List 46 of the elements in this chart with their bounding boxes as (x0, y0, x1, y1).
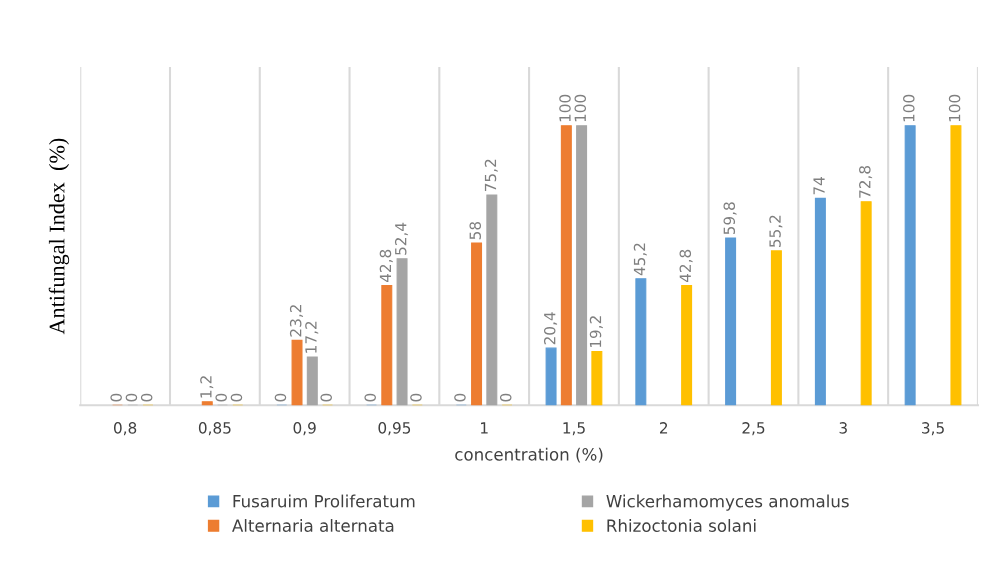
x-tick-label: 0,85 (198, 422, 231, 436)
data-label: 55,2 (769, 215, 783, 247)
data-label: 0 (364, 393, 376, 402)
y-axis-title: Antifungal Index (%) (48, 138, 70, 335)
data-label: 100 (559, 94, 571, 122)
data-label: 74 (813, 177, 825, 195)
data-label: 52,4 (394, 222, 409, 255)
data-label: 20,4 (543, 312, 558, 345)
data-label: 100 (903, 94, 915, 122)
data-label: 72,8 (859, 165, 873, 198)
data-label: 0 (125, 393, 138, 402)
data-label: 0 (320, 393, 332, 402)
data-label: 1,2 (200, 376, 214, 398)
x-tick-label: 3 (839, 422, 847, 434)
data-label: 100 (948, 94, 961, 122)
legend-label: Fusaruim Proliferatum (233, 494, 415, 508)
x-axis-title: concentration (%) (455, 447, 603, 463)
data-label: 23,2 (289, 305, 304, 337)
data-label: 0 (499, 393, 512, 402)
data-label: 45,2 (633, 243, 647, 276)
data-label: 0 (410, 393, 422, 402)
x-tick-label: 2 (659, 422, 668, 434)
data-label: 19,2 (589, 316, 603, 348)
data-label: 42,8 (679, 249, 693, 283)
x-tick-label: 1 (481, 422, 488, 434)
data-label: 17,2 (305, 321, 319, 353)
legend-label: Alternaria alternata (232, 519, 394, 532)
data-label: 100 (574, 94, 587, 122)
data-label: 0 (110, 393, 122, 402)
data-label: 0 (215, 393, 227, 402)
data-label: 42,8 (379, 249, 393, 283)
data-label: 0 (454, 393, 466, 402)
legend-label: Wickerhamomyces anomalus (606, 494, 849, 511)
data-label: 0 (140, 393, 153, 402)
x-tick-label: 3,5 (922, 422, 944, 436)
data-label: 75,2 (484, 159, 498, 191)
data-label: 58 (469, 221, 481, 240)
data-label: 59,8 (723, 202, 737, 235)
x-tick-label: 0,8 (113, 422, 137, 436)
x-tick-label: 2,5 (742, 422, 765, 436)
x-tick-label: 0,9 (293, 422, 316, 436)
x-tick-label: 1,5 (563, 422, 585, 436)
data-label: 0 (230, 393, 243, 402)
x-tick-label: 0,95 (378, 422, 411, 436)
legend-label: Rhizoctonia solani (607, 519, 756, 532)
data-label: 0 (274, 393, 287, 402)
